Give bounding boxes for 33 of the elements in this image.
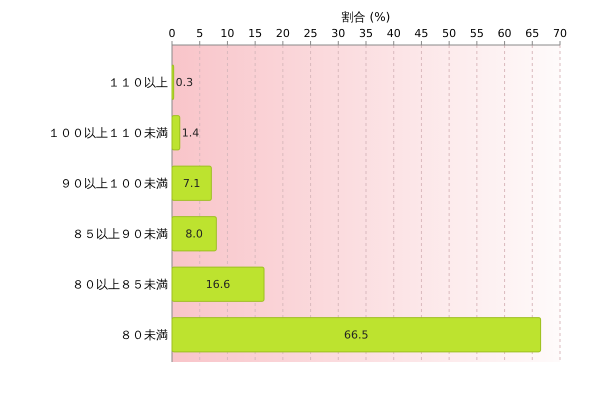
data-label: 66.5: [344, 328, 369, 342]
y-tick-label: ８０未満: [120, 328, 168, 342]
y-tick-label: １００以上１１０未満: [48, 126, 168, 140]
x-tick-label: 40: [386, 27, 401, 40]
bar: [172, 216, 217, 252]
data-label: 0.3: [176, 76, 194, 90]
x-tick-label: 50: [442, 27, 456, 40]
x-tick-label: 30: [331, 27, 346, 40]
y-tick-label: １１０以上: [108, 75, 168, 90]
x-tick-label: 45: [414, 27, 428, 40]
bar: [172, 317, 542, 352]
bar: [172, 266, 265, 302]
y-tick-label: ９０以上１００未満: [60, 176, 168, 190]
x-tick-label: 20: [276, 27, 290, 40]
x-tick-label: 70: [553, 27, 567, 40]
x-tick-label: 10: [220, 27, 234, 40]
data-label: 16.6: [206, 278, 230, 292]
bar: [172, 115, 180, 150]
data-label: 8.0: [185, 228, 203, 241]
x-tick-label: 65: [525, 27, 540, 40]
x-axis-title: 割合 (%): [342, 10, 390, 24]
data-label: 1.4: [182, 126, 200, 140]
x-tick-label: 35: [359, 27, 373, 40]
y-tick-label: ８５以上９０未満: [72, 226, 168, 241]
x-tick-label: 60: [498, 27, 512, 40]
data-label: 7.1: [182, 177, 200, 190]
bar: [172, 166, 212, 201]
x-tick-label: 25: [304, 27, 318, 40]
y-tick-label: ８０以上８５未満: [72, 277, 168, 292]
x-tick-label: 5: [196, 27, 204, 40]
x-tick-label: 0: [168, 27, 176, 40]
x-tick-label: 15: [248, 27, 262, 40]
x-tick-label: 55: [470, 27, 484, 40]
